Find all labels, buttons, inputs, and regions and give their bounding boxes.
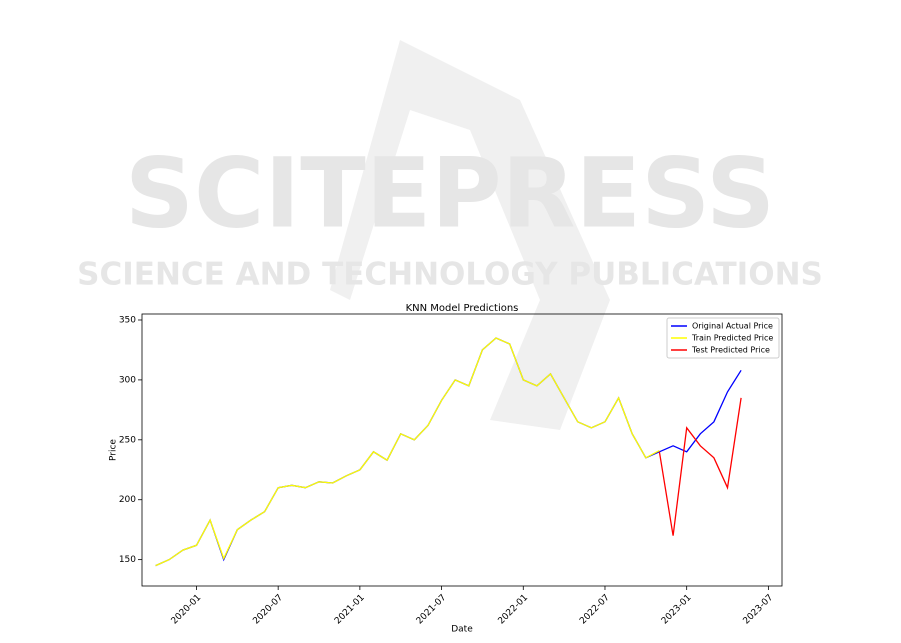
x-tick-label: 2020-01 — [170, 593, 204, 627]
x-tick-label: 2021-07 — [415, 593, 449, 627]
series-line — [658, 397, 742, 536]
legend-label: Test Predicted Price — [691, 346, 770, 355]
watermark-logo — [330, 40, 610, 430]
watermark-title: SCITEPRESS — [125, 137, 775, 249]
x-axis-label: Date — [451, 625, 473, 635]
y-tick-label: 250 — [119, 435, 136, 445]
y-tick-label: 300 — [119, 375, 136, 385]
x-tick-label: 2020-07 — [251, 593, 285, 627]
y-tick-label: 150 — [119, 555, 136, 565]
x-tick-label: 2022-01 — [497, 593, 531, 627]
watermark-subtitle: SCIENCE AND TECHNOLOGY PUBLICATIONS — [77, 257, 823, 293]
series-line — [155, 337, 742, 567]
y-tick-label: 200 — [119, 495, 136, 505]
plot-frame — [141, 313, 783, 587]
x-tick-label: 2023-01 — [660, 593, 694, 627]
x-tick-label: 2022-07 — [578, 593, 612, 627]
legend-label: Original Actual Price — [692, 322, 773, 331]
legend-box — [666, 317, 780, 359]
x-tick-label: 2021-01 — [333, 593, 367, 627]
legend-label: Train Predicted Price — [691, 334, 773, 343]
y-axis-label: Price — [109, 439, 119, 461]
x-tick-label: 2023-07 — [742, 593, 776, 627]
chart-title: KNN Model Predictions — [406, 303, 519, 314]
y-tick-label: 350 — [119, 315, 136, 325]
series-line — [155, 337, 660, 567]
